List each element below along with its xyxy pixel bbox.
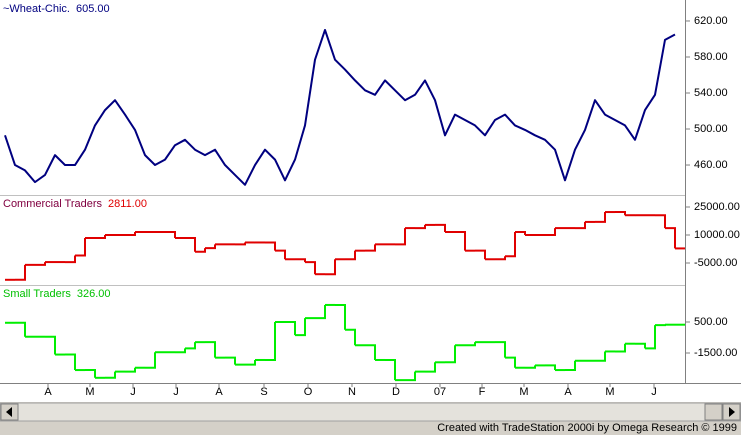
step-segment [435, 223, 446, 233]
step-segment [265, 241, 276, 251]
series-name: ~Wheat-Chic. [3, 3, 70, 15]
y-tick-label: 25000.00 [694, 201, 740, 213]
step-segment [395, 228, 406, 246]
step-segment [225, 356, 236, 365]
step-segment [385, 358, 396, 381]
step-segment [545, 364, 556, 371]
step-segment [275, 249, 286, 260]
step-segment [265, 322, 276, 361]
step-segment [415, 224, 426, 230]
step-segment [655, 214, 666, 229]
step-segment [595, 212, 606, 223]
arrow-right [729, 407, 735, 417]
chart-background [0, 0, 741, 402]
step-segment [495, 341, 506, 358]
step-segment [365, 344, 376, 360]
last-value: 326.00 [77, 288, 111, 300]
x-tick-label: F [479, 386, 486, 398]
step-segment [75, 237, 86, 257]
series-name: Small Traders [3, 288, 71, 300]
x-tick-label: M [85, 386, 94, 398]
x-tick-label: M [519, 386, 528, 398]
step-segment [175, 348, 186, 354]
y-tick-label: -1500.00 [694, 347, 737, 359]
step-segment [165, 231, 176, 238]
x-tick-label: O [304, 386, 313, 398]
step-segment [145, 352, 156, 369]
scrollbar[interactable] [0, 402, 741, 422]
last-value: 605.00 [76, 3, 110, 15]
step-segment [285, 321, 296, 336]
step-segment [425, 362, 436, 373]
price-line [4, 28, 676, 186]
step-segment [125, 367, 136, 373]
y-tick-label: 620.00 [694, 15, 728, 27]
y-tick-label: 540.00 [694, 87, 728, 99]
step-segment [305, 261, 316, 275]
step-segment [475, 249, 486, 260]
step-segment [445, 345, 456, 364]
step-segment [185, 342, 196, 350]
step-segment [595, 351, 606, 362]
step-segment [615, 211, 626, 216]
x-tick-label: J [651, 386, 657, 398]
step-segment [545, 228, 556, 236]
step-segment [15, 321, 26, 337]
step-segment [365, 244, 376, 252]
step-segment [195, 248, 206, 253]
step-segment [505, 356, 516, 368]
y-tick-label: 500.00 [694, 123, 728, 135]
step-segment [205, 244, 216, 250]
x-tick-label: S [260, 386, 267, 398]
x-tick-label: A [215, 386, 223, 398]
x-tick-label: J [173, 386, 179, 398]
step-segment [85, 369, 96, 378]
last-value: 2811.00 [108, 198, 147, 210]
step-segment [185, 236, 196, 252]
y-tick-label: 580.00 [694, 51, 728, 63]
scroll-thumb[interactable] [704, 403, 723, 421]
step-segment [645, 325, 656, 350]
footer-text: Created with TradeStation 2000i by Omega… [437, 422, 737, 434]
x-tick-label: A [564, 386, 572, 398]
x-tick-label: N [348, 386, 356, 398]
step-segment [345, 328, 356, 346]
y-tick-label: -5000.00 [694, 257, 737, 269]
scroll-track [0, 402, 741, 422]
x-tick-label: D [392, 386, 400, 398]
x-tick-label: A [44, 386, 52, 398]
arrow-left [6, 407, 12, 417]
x-tick-label: 07 [434, 386, 446, 398]
step-segment [565, 360, 576, 372]
step-segment [575, 221, 586, 230]
step-segment [295, 318, 306, 337]
y-tick-label: 460.00 [694, 159, 728, 171]
step-segment [455, 231, 466, 251]
step-segment [335, 303, 346, 330]
step-segment [45, 335, 56, 355]
step-segment [205, 341, 216, 358]
x-tick-label: J [130, 386, 136, 398]
y-tick-label: 500.00 [694, 316, 728, 328]
step-segment [405, 371, 416, 382]
step-segment [245, 359, 256, 366]
step-segment [15, 264, 26, 281]
step-segment [505, 232, 516, 258]
step-segment [105, 371, 116, 379]
step-segment [615, 343, 626, 353]
series-name: Commercial Traders [3, 198, 103, 210]
step-segment [65, 255, 76, 264]
step-segment [465, 342, 476, 347]
step-segment [345, 250, 356, 261]
step-segment [325, 259, 336, 276]
y-tick-label: 10000.00 [694, 229, 740, 241]
step-segment [315, 304, 326, 320]
x-tick-label: M [605, 386, 614, 398]
step-segment [635, 342, 646, 349]
step-segment [65, 353, 76, 371]
step-segment [665, 227, 676, 249]
